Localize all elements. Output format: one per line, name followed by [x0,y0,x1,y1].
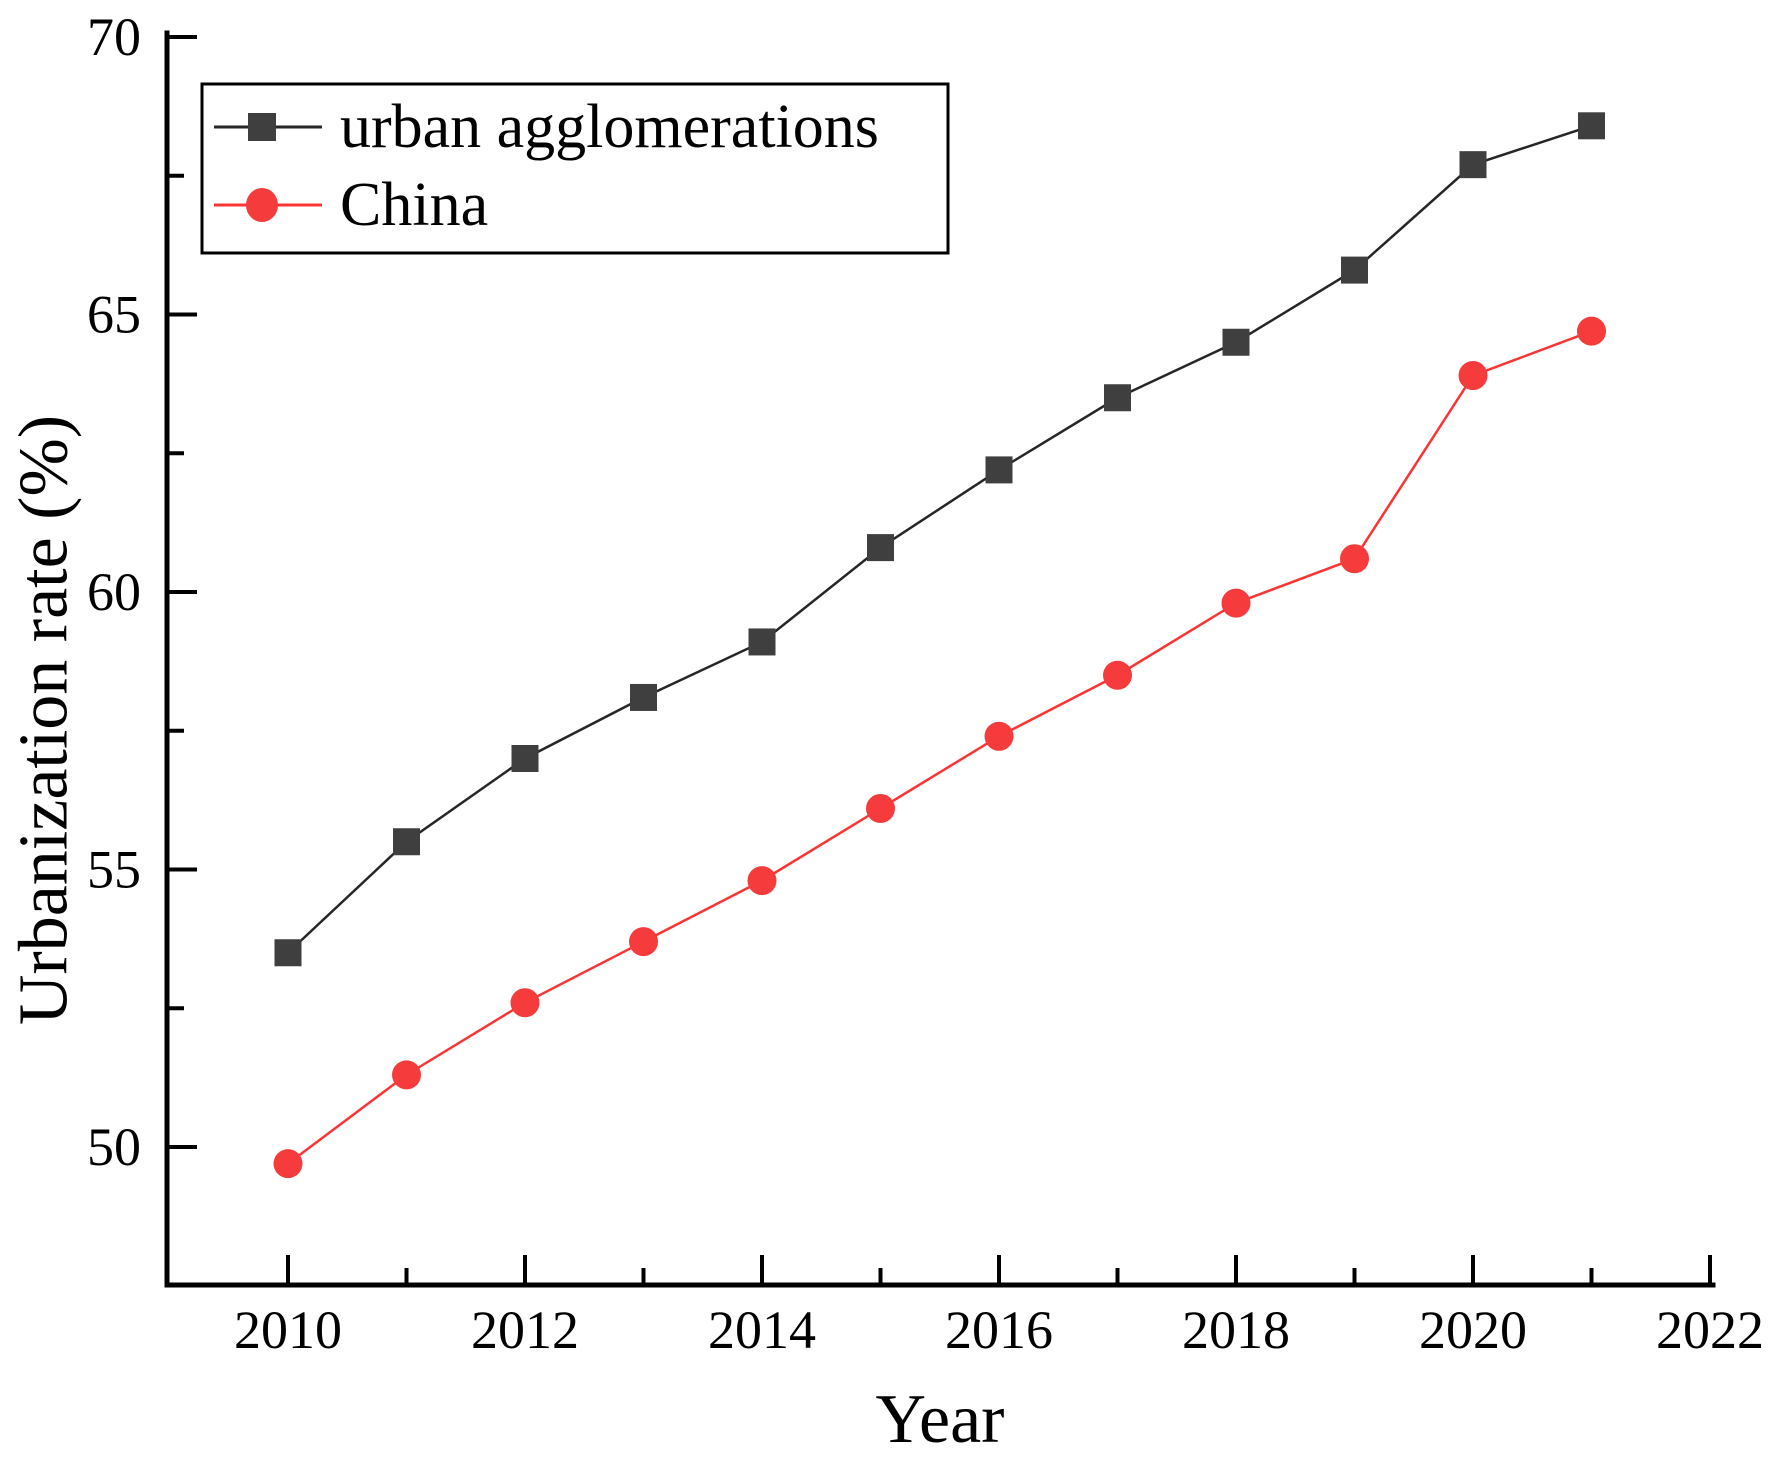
data-point-china [629,927,658,957]
x-tick-label: 2018 [1182,1300,1290,1360]
y-axis-title: Urbanization rate (%) [6,415,83,1025]
data-point-urban-agglomerations [274,939,302,967]
x-tick-label: 2012 [471,1300,579,1360]
legend: urban agglomerations China [200,82,950,255]
data-point-china [1458,361,1488,391]
data-point-urban-agglomerations [1222,328,1250,356]
x-tick-label: 2022 [1656,1300,1764,1360]
legend-item-china: China [214,171,488,239]
series-line-urban-agglomerations [287,124,1592,954]
data-point-china [984,721,1014,751]
legend-label-china: China [340,171,488,239]
x-axis-title: Year [876,1381,1005,1458]
data-point-china [866,793,895,823]
data-point-china [510,988,540,1018]
x-tick-label: 2014 [708,1300,816,1360]
tick-group [167,35,1712,1285]
y-tick-label: 60 [87,562,141,622]
y-tick-label: 65 [87,285,141,345]
data-point-urban-agglomerations [511,745,539,772]
y-tick-label: 50 [87,1117,141,1177]
data-point-china [747,866,777,896]
data-point-urban-agglomerations [1341,256,1368,284]
x-tick-label: 2020 [1419,1300,1527,1360]
data-point-urban-agglomerations [630,683,657,711]
data-point-china [1577,316,1606,346]
data-point-urban-agglomerations [1104,384,1131,412]
data-point-urban-agglomerations [393,828,420,856]
data-point-china [1340,544,1369,574]
data-point-china [392,1060,421,1090]
legend-box [200,82,950,255]
data-point-china [1103,660,1132,690]
data-point-china [273,1149,303,1179]
legend-label-urban: urban agglomerations [340,93,879,161]
axis-frame [164,30,1716,1288]
data-point-china [1221,588,1251,618]
x-tick-label: 2010 [234,1300,342,1360]
x-tick-label: 2016 [945,1300,1053,1360]
axes-group [164,30,1716,1288]
data-point-urban-agglomerations [867,534,894,562]
legend-circle-marker [246,188,278,222]
data-point-urban-agglomerations [985,456,1013,484]
y-tick-label: 70 [87,7,141,67]
data-point-urban-agglomerations [1578,112,1605,140]
data-point-urban-agglomerations [748,628,776,656]
series-line-china [287,329,1592,1165]
series-group [273,112,1606,1179]
y-tick-label: 55 [87,840,141,900]
data-point-urban-agglomerations [1459,151,1487,179]
legend-item-urban-agglomerations: urban agglomerations [214,93,879,161]
legend-square-marker [248,113,276,141]
tick-label-group: 50 55 60 65 70 2010 2012 2014 2016 2018 2020 2022 [87,7,1764,1360]
